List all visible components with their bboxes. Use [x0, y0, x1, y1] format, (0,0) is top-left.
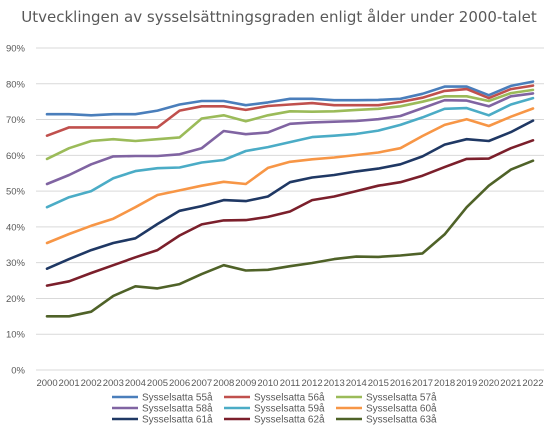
legend-label: Sysselsatta 56å — [254, 392, 325, 404]
x-tick-label: 2006 — [169, 378, 190, 389]
legend-label: Sysselsatta 61å — [142, 414, 213, 426]
x-tick-label: 2002 — [81, 378, 102, 389]
x-tick-label: 2012 — [302, 378, 323, 389]
x-tick-label: 2019 — [456, 378, 477, 389]
legend-label: Sysselsatta 57å — [366, 392, 437, 404]
y-tick-label: 0% — [11, 366, 25, 377]
y-axis-ticks: 0% 10% 20% 30% 40% 50% 60% 70% 80% 90% — [6, 44, 26, 377]
chart-title: Utvecklingen av sysselsättningsgraden en… — [21, 8, 537, 26]
y-tick-label: 60% — [6, 151, 26, 162]
legend: Sysselsatta 55å Sysselsatta 56å Sysselsatt… — [112, 392, 437, 426]
legend-label: Sysselsatta 59å — [254, 403, 325, 415]
legend-label: Sysselsatta 55å — [142, 392, 213, 404]
x-tick-label: 2000 — [36, 378, 57, 389]
x-tick-label: 2004 — [125, 378, 146, 389]
y-tick-label: 10% — [6, 330, 26, 341]
series-line — [45, 139, 535, 287]
y-tick-label: 70% — [6, 115, 26, 126]
x-tick-label: 2003 — [103, 378, 124, 389]
x-tick-label: 2016 — [390, 378, 411, 389]
x-tick-label: 2007 — [191, 378, 212, 389]
x-tick-label: 2005 — [147, 378, 168, 389]
y-tick-label: 20% — [6, 294, 26, 305]
y-tick-label: 30% — [6, 258, 26, 269]
series-line — [45, 107, 535, 245]
y-tick-label: 40% — [6, 222, 26, 233]
series-line — [45, 84, 535, 137]
x-tick-label: 2009 — [235, 378, 256, 389]
x-tick-label: 2013 — [324, 378, 345, 389]
legend-label: Sysselsatta 62å — [254, 414, 325, 426]
y-tick-label: 90% — [6, 44, 26, 55]
series-line — [45, 80, 535, 117]
x-tick-label: 2015 — [368, 378, 389, 389]
x-tick-label: 2011 — [280, 378, 300, 389]
x-tick-label: 2017 — [412, 378, 433, 389]
legend-label: Sysselsatta 60å — [366, 403, 437, 415]
y-tick-label: 50% — [6, 187, 26, 198]
x-axis-ticks: 2000 2001 2002 2003 2004 2005 2006 2007 2008 2009… — [36, 378, 543, 389]
series-line — [45, 96, 535, 209]
x-tick-label: 2021 — [500, 378, 521, 389]
x-tick-label: 2014 — [346, 378, 367, 389]
series-line — [45, 92, 535, 186]
x-tick-label: 2022 — [522, 378, 543, 389]
x-tick-label: 2001 — [59, 378, 80, 389]
x-tick-label: 2010 — [257, 378, 278, 389]
series-lines — [45, 80, 535, 318]
x-tick-label: 2020 — [478, 378, 499, 389]
series-line — [45, 88, 535, 161]
legend-label: Sysselsatta 63å — [366, 414, 437, 426]
y-tick-label: 80% — [6, 79, 26, 90]
legend-label: Sysselsatta 58å — [142, 403, 213, 415]
x-tick-label: 2008 — [213, 378, 234, 389]
x-tick-label: 2018 — [434, 378, 455, 389]
series-line — [45, 159, 535, 318]
series-line — [45, 119, 535, 270]
